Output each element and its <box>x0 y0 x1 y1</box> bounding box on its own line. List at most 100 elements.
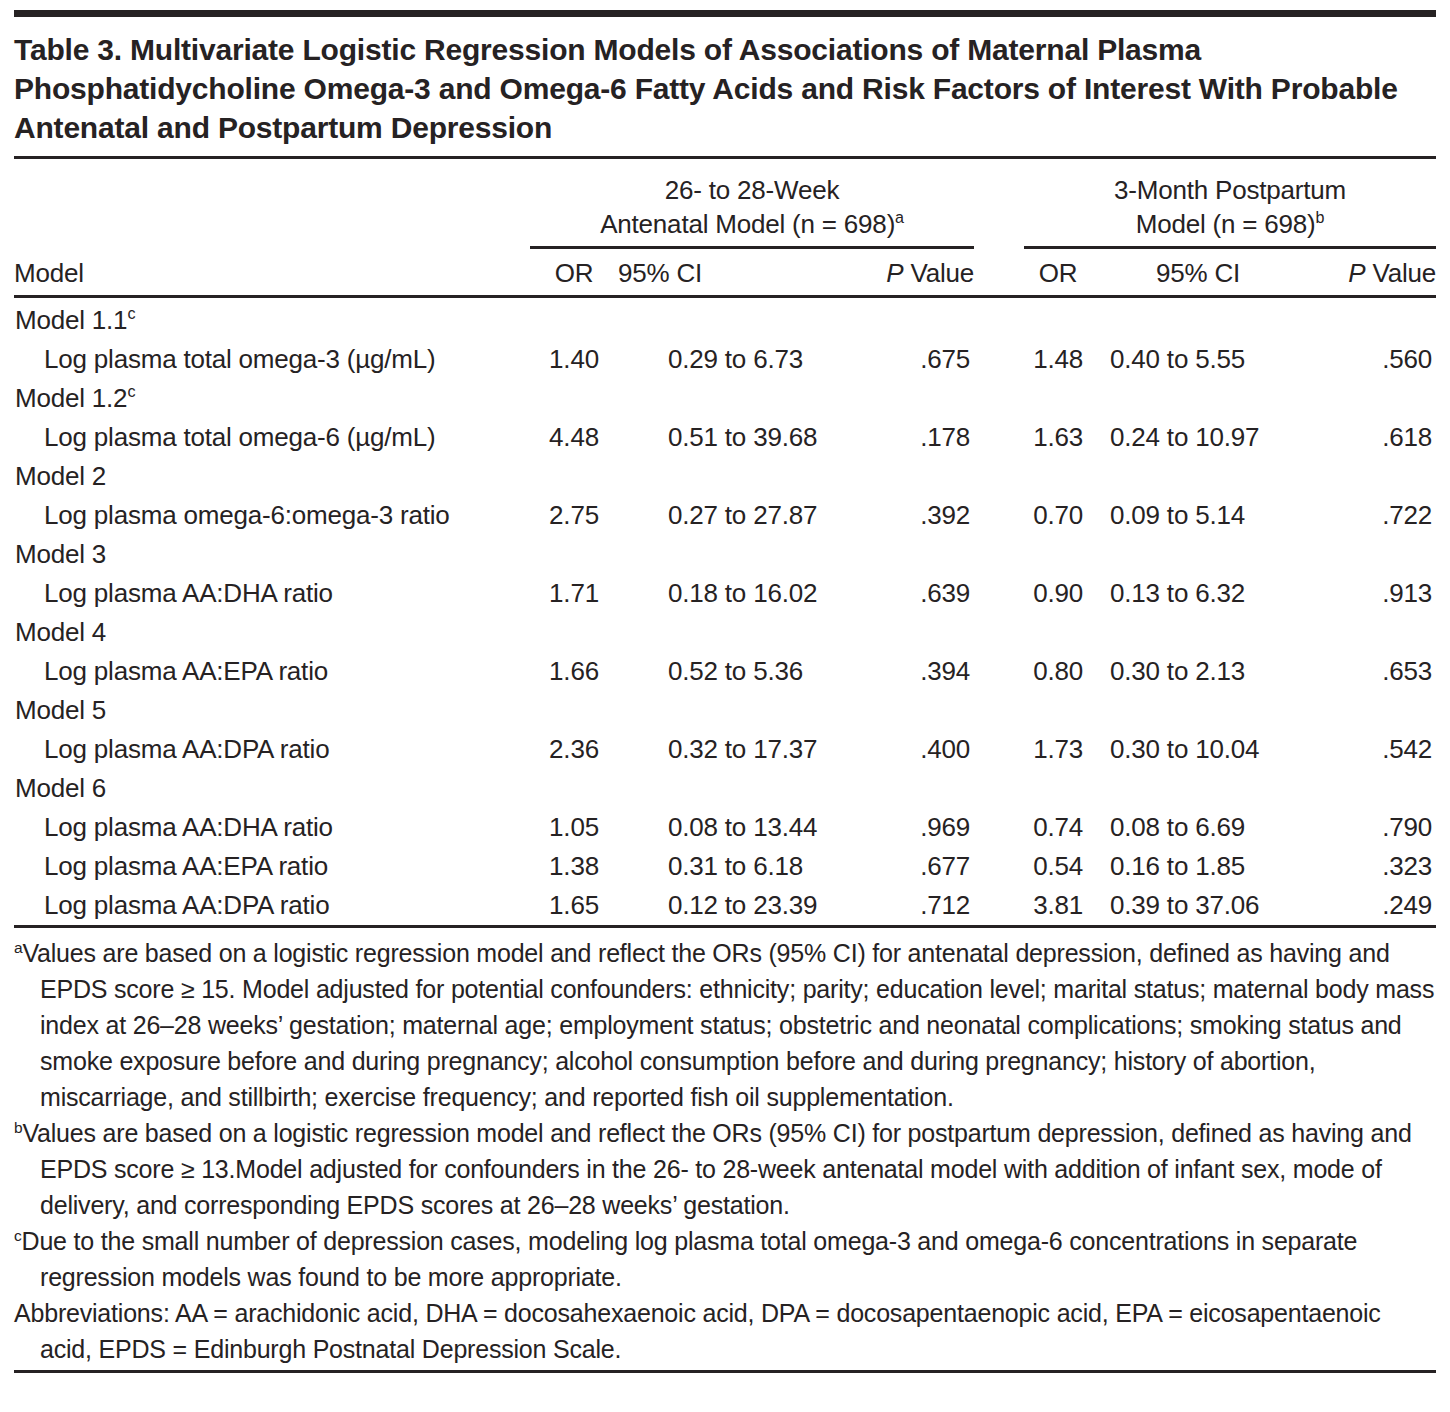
pvalue-cell-antenatal: .392 <box>830 496 974 535</box>
footnote-marker-a: a <box>895 208 904 226</box>
ci-cell-antenatal: 0.51 to 39.68 <box>618 418 830 457</box>
or-cell-postpartum: 1.48 <box>1024 340 1092 379</box>
ci-cell-postpartum: 0.16 to 1.85 <box>1092 847 1304 886</box>
row-label: Log plasma AA:DHA ratio <box>14 574 530 613</box>
pvalue-cell-postpartum: .790 <box>1304 808 1436 847</box>
section-label: Model 1.2c <box>14 379 1436 418</box>
row-label: Log plasma AA:DPA ratio <box>14 730 530 769</box>
spacer-cell <box>974 418 1024 457</box>
ci-cell-antenatal: 0.08 to 13.44 <box>618 808 830 847</box>
pvalue-cell-antenatal: .178 <box>830 418 974 457</box>
row-label: Log plasma total omega-3 (µg/mL) <box>14 340 530 379</box>
pvalue-cell-postpartum: .249 <box>1304 886 1436 927</box>
pvalue-cell-antenatal: .712 <box>830 886 974 927</box>
or-cell-antenatal: 1.66 <box>530 652 618 691</box>
spacer-cell <box>974 574 1024 613</box>
column-group-postpartum: 3-Month Postpartum Model (n = 698)b <box>1024 159 1436 248</box>
pvalue-cell-postpartum: .560 <box>1304 340 1436 379</box>
or-cell-postpartum: 0.74 <box>1024 808 1092 847</box>
or-cell-antenatal: 4.48 <box>530 418 618 457</box>
ci-cell-antenatal: 0.29 to 6.73 <box>618 340 830 379</box>
ci-cell-postpartum: 0.40 to 5.55 <box>1092 340 1304 379</box>
spacer-cell <box>974 847 1024 886</box>
section-row: Model 2 <box>14 457 1436 496</box>
pvalue-cell-antenatal: .639 <box>830 574 974 613</box>
pvalue-cell-antenatal: .394 <box>830 652 974 691</box>
or-cell-antenatal: 1.38 <box>530 847 618 886</box>
section-label: Model 2 <box>14 457 1436 496</box>
section-label: Model 6 <box>14 769 1436 808</box>
table-row: Log plasma omega-6:omega-3 ratio2.750.27… <box>14 496 1436 535</box>
section-label: Model 4 <box>14 613 1436 652</box>
column-header-pvalue-antenatal: P Value <box>830 248 974 297</box>
or-cell-antenatal: 1.40 <box>530 340 618 379</box>
row-label: Log plasma AA:EPA ratio <box>14 847 530 886</box>
row-label: Log plasma AA:DHA ratio <box>14 808 530 847</box>
or-cell-antenatal: 1.05 <box>530 808 618 847</box>
section-row: Model 1.2c <box>14 379 1436 418</box>
column-group-antenatal: 26- to 28-Week Antenatal Model (n = 698)… <box>530 159 974 248</box>
footnote-marker-c: c <box>14 1227 22 1244</box>
pvalue-cell-postpartum: .323 <box>1304 847 1436 886</box>
column-header-ci-postpartum: 95% CI <box>1092 248 1304 297</box>
footnote-text: Values are based on a logistic regressio… <box>22 939 1434 1111</box>
table-row: Log plasma AA:DHA ratio1.050.08 to 13.44… <box>14 808 1436 847</box>
pvalue-cell-postpartum: .542 <box>1304 730 1436 769</box>
section-label: Model 3 <box>14 535 1436 574</box>
column-header-or-postpartum: OR <box>1024 248 1092 297</box>
ci-cell-postpartum: 0.24 to 10.97 <box>1092 418 1304 457</box>
column-group-line1: 3-Month Postpartum <box>1024 173 1436 207</box>
column-header-pvalue-postpartum: P Value <box>1304 248 1436 297</box>
pvalue-cell-antenatal: .675 <box>830 340 974 379</box>
section-label: Model 5 <box>14 691 1436 730</box>
or-cell-antenatal: 1.71 <box>530 574 618 613</box>
or-cell-postpartum: 0.54 <box>1024 847 1092 886</box>
column-header-ci-antenatal: 95% CI <box>618 248 830 297</box>
or-cell-postpartum: 1.73 <box>1024 730 1092 769</box>
bottom-rule <box>14 1370 1436 1373</box>
spacer-cell <box>974 652 1024 691</box>
pvalue-cell-postpartum: .722 <box>1304 496 1436 535</box>
ci-cell-antenatal: 0.12 to 23.39 <box>618 886 830 927</box>
spacer-cell <box>14 159 530 248</box>
table-title: Table 3. Multivariate Logistic Regressio… <box>14 30 1436 147</box>
ci-cell-postpartum: 0.09 to 5.14 <box>1092 496 1304 535</box>
spacer-cell <box>974 159 1024 248</box>
spacer-cell <box>974 248 1024 297</box>
or-cell-postpartum: 0.70 <box>1024 496 1092 535</box>
column-group-line2: Model (n = 698)b <box>1024 207 1436 241</box>
table-row: Log plasma AA:DHA ratio1.710.18 to 16.02… <box>14 574 1436 613</box>
ci-cell-postpartum: 0.39 to 37.06 <box>1092 886 1304 927</box>
table-row: Log plasma AA:DPA ratio1.650.12 to 23.39… <box>14 886 1436 927</box>
section-row: Model 4 <box>14 613 1436 652</box>
ci-cell-postpartum: 0.30 to 2.13 <box>1092 652 1304 691</box>
column-header-row: Model OR 95% CI P Value OR 95% CI P Valu… <box>14 248 1436 297</box>
table-row: Log plasma total omega-3 (µg/mL)1.400.29… <box>14 340 1436 379</box>
footnote-abbreviations: Abbreviations: AA = arachidonic acid, DH… <box>14 1295 1436 1367</box>
spacer-cell <box>974 808 1024 847</box>
footnote-text: Abbreviations: AA = arachidonic acid, DH… <box>14 1299 1381 1363</box>
spacer-cell <box>974 730 1024 769</box>
pvalue-cell-postpartum: .618 <box>1304 418 1436 457</box>
column-group-line1: 26- to 28-Week <box>530 173 974 207</box>
table-row: Log plasma total omega-6 (µg/mL)4.480.51… <box>14 418 1436 457</box>
spacer-cell <box>974 496 1024 535</box>
row-label: Log plasma omega-6:omega-3 ratio <box>14 496 530 535</box>
column-group-row: 26- to 28-Week Antenatal Model (n = 698)… <box>14 159 1436 248</box>
column-header-or-antenatal: OR <box>530 248 618 297</box>
section-row: Model 5 <box>14 691 1436 730</box>
or-cell-postpartum: 1.63 <box>1024 418 1092 457</box>
ci-cell-postpartum: 0.30 to 10.04 <box>1092 730 1304 769</box>
row-label: Log plasma AA:EPA ratio <box>14 652 530 691</box>
or-cell-antenatal: 2.75 <box>530 496 618 535</box>
ci-cell-antenatal: 0.31 to 6.18 <box>618 847 830 886</box>
or-cell-postpartum: 0.80 <box>1024 652 1092 691</box>
top-rule <box>14 10 1436 17</box>
footnote-marker-c: c <box>127 382 135 400</box>
table-row: Log plasma AA:DPA ratio2.360.32 to 17.37… <box>14 730 1436 769</box>
ci-cell-postpartum: 0.08 to 6.69 <box>1092 808 1304 847</box>
pvalue-cell-postpartum: .653 <box>1304 652 1436 691</box>
section-label: Model 1.1c <box>14 297 1436 341</box>
row-label: Log plasma AA:DPA ratio <box>14 886 530 927</box>
pvalue-cell-antenatal: .677 <box>830 847 974 886</box>
